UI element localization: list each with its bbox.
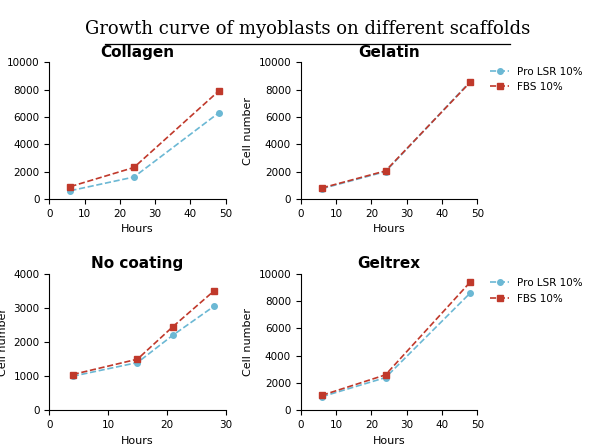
X-axis label: Hours: Hours bbox=[121, 224, 154, 234]
Legend: Pro LSR 10%, FBS 10%: Pro LSR 10%, FBS 10% bbox=[486, 274, 587, 308]
Title: Gelatin: Gelatin bbox=[358, 45, 420, 60]
Text: Growth curve of myoblasts on different scaffolds: Growth curve of myoblasts on different s… bbox=[85, 21, 530, 38]
Y-axis label: Cell number: Cell number bbox=[243, 308, 253, 376]
Title: No coating: No coating bbox=[92, 256, 184, 271]
Title: Collagen: Collagen bbox=[100, 45, 175, 60]
Y-axis label: Cell number: Cell number bbox=[243, 97, 253, 165]
X-axis label: Hours: Hours bbox=[373, 224, 405, 234]
X-axis label: Hours: Hours bbox=[121, 436, 154, 446]
Legend: Pro LSR 10%, FBS 10%: Pro LSR 10%, FBS 10% bbox=[486, 62, 587, 96]
Y-axis label: Cell number: Cell number bbox=[0, 97, 1, 165]
X-axis label: Hours: Hours bbox=[373, 436, 405, 446]
Y-axis label: Cell number: Cell number bbox=[0, 308, 8, 376]
Title: Geltrex: Geltrex bbox=[357, 256, 421, 271]
